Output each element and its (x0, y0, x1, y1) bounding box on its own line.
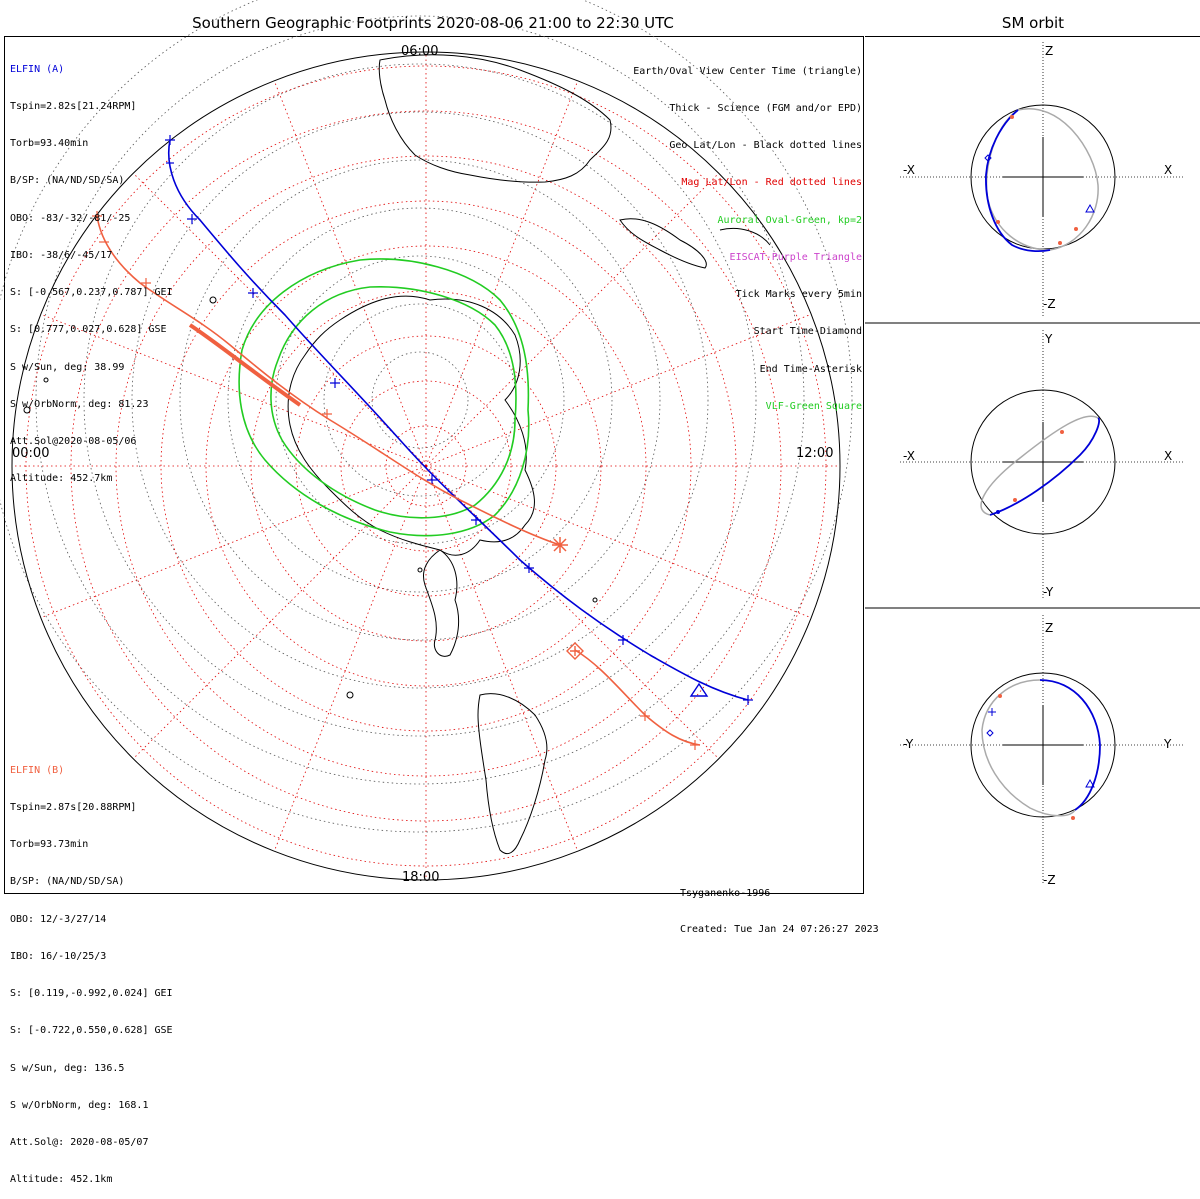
elfin-b-line: Att.Sol@: 2020-08-05/07 (10, 1137, 149, 1148)
time-label-top: 06:00 (401, 44, 439, 59)
elfin-b-start-diamond (566, 642, 584, 660)
auroral-oval-inner (270, 286, 517, 519)
created-timestamp: Created: Tue Jan 24 07:26:27 2023 (680, 924, 879, 935)
elfin-a-line: OBO: -83/-32/-81/-25 (10, 212, 131, 224)
sm1-bottom-label: -Z (1043, 297, 1056, 311)
elfin-b-line: S: [-0.722,0.550,0.628] GSE (10, 1025, 173, 1037)
sm2-top-label: Y (1045, 332, 1053, 346)
elfin-b-line: Altitude: 452.1km (10, 1174, 113, 1186)
time-label-bottom: 18:00 (402, 870, 440, 885)
sm-orbit-title: SM orbit (1001, 14, 1065, 32)
elfin-b-end-asterisk (552, 537, 568, 553)
elfin-a-ticks (165, 135, 753, 705)
plot-title: Southern Geographic Footprints 2020-08-0… (192, 14, 674, 32)
elfin-a-line: B/SP: (NA/ND/SD/SA) (10, 175, 125, 187)
legend-item: Thick - Science (FGM and/or EPD) (669, 103, 862, 115)
elfin-b-line: S: [0.119,-0.992,0.024] GEI (10, 988, 173, 1000)
elfin-b-name: ELFIN (B) (10, 764, 65, 776)
elfin-b-line: IBO: 16/-10/25/3 (10, 950, 107, 962)
elfin-b-science-segment (188, 323, 302, 407)
elfin-b-line: B/SP: (NA/ND/SD/SA) (10, 876, 125, 888)
elfin-a-line: Altitude: 452.7km (10, 473, 113, 485)
elfin-b-ticks (92, 211, 700, 750)
elfin-a-line: S: [-0.567,0.237,0.787] GEI (10, 287, 173, 299)
sm-panel-xy (900, 330, 1185, 600)
elfin-a-line: Torb=93.40min (10, 138, 89, 150)
map-boundary (11, 51, 841, 881)
elfin-a-line: S: [0.777,0.027,0.628] GSE (10, 324, 167, 336)
legend-item: Start Time-Diamond (753, 326, 862, 338)
elfin-a-track (168, 139, 749, 701)
sm-orbit-frame (865, 36, 1200, 894)
legend-item: EISCAT-Purple Triangle (729, 251, 862, 263)
elfin-a-center-triangle (689, 682, 709, 697)
auroral-oval-outer (238, 258, 530, 537)
geo-latitude-circles (0, 0, 853, 833)
legend-item: Mag Lat/Lon - Red dotted lines (681, 177, 862, 189)
sm3-bottom-label: -Z (1043, 873, 1056, 887)
plot-canvas (0, 0, 1200, 885)
legend-item: Geo Lat/Lon - Black dotted lines (669, 140, 862, 152)
elfin-b-line: S w/OrbNorm, deg: 168.1 (10, 1099, 149, 1111)
sm2-left-label: -X (903, 449, 915, 463)
elfin-b-line: Tspin=2.87s[20.88RPM] (10, 802, 137, 814)
legend-item: Tick Marks every 5min (735, 289, 862, 301)
auroral-oval (238, 258, 530, 537)
sm-panel-yz (900, 615, 1185, 885)
elfin-b-line: Torb=93.73min (10, 839, 89, 851)
sm3-top-label: Z (1045, 621, 1054, 635)
elfin-a-line: Att.Sol@2020-08-05/06 (10, 436, 137, 447)
mag-grid (12, 52, 840, 880)
legend: Earth/Oval View Center Time (triangle) T… (633, 41, 862, 426)
elfin-a-line: S w/Sun, deg: 38.99 (10, 361, 125, 373)
elfin-a-line: Tspin=2.82s[21.24RPM] (10, 101, 137, 113)
elfin-b-info: ELFIN (B) Tspin=2.87s[20.88RPM] Torb=93.… (10, 740, 173, 1199)
sm2-right-label: X (1164, 449, 1173, 463)
elfin-a-info: ELFIN (A) Tspin=2.82s[21.24RPM] Torb=93.… (10, 39, 173, 498)
sm-panel-xz (900, 42, 1185, 318)
sm1-top-label: Z (1045, 44, 1054, 58)
coastlines (23, 54, 771, 855)
elfin-a-name: ELFIN (A) (10, 63, 65, 75)
sm1-left-label: -X (903, 163, 915, 177)
elfin-b-line: S w/Sun, deg: 136.5 (10, 1062, 125, 1074)
legend-item: VLF-Green Square (765, 400, 862, 412)
elfin-b-line: OBO: 12/-3/27/14 (10, 913, 107, 925)
legend-item: Auroral Oval-Green, kp=2 (717, 214, 863, 226)
elfin-b-track (96, 215, 701, 746)
credit: Tsyganenko-1996 Created: Tue Jan 24 07:2… (680, 864, 879, 948)
elfin-a-line: S w/OrbNorm, deg: 81.23 (10, 398, 149, 410)
elfin-a-line: IBO: -38/6/-45/17 (10, 249, 113, 261)
sm2-bottom-label: -Y (1043, 585, 1054, 599)
sm3-left-label: -Y (903, 737, 914, 751)
time-label-right: 12:00 (796, 446, 834, 461)
legend-item: Earth/Oval View Center Time (triangle) (633, 65, 862, 77)
sm3-right-label: Y (1164, 737, 1172, 751)
sm1-right-label: X (1164, 163, 1173, 177)
footprint-map-frame (4, 36, 864, 894)
legend-item: End Time-Asterisk (759, 363, 862, 375)
model-label: Tsyganenko-1996 (680, 888, 771, 899)
time-label-left: 00:00 (12, 446, 50, 461)
